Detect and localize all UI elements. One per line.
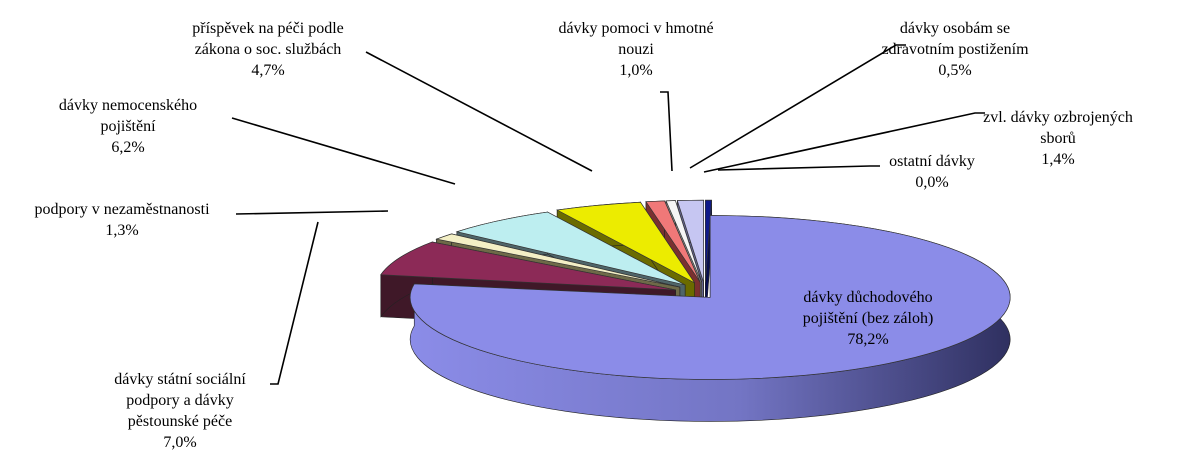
slice-label-line: dávky důchodového (803, 289, 932, 306)
leader-line (231, 117, 456, 185)
slice-label-line: pěstounské péče (128, 413, 232, 430)
pie-slice (645, 200, 701, 283)
leader-line (235, 210, 389, 215)
slice-label: dávky pomoci v hmotné nouzi 1,0% (558, 20, 713, 79)
leader-lines (231, 44, 985, 385)
pie-slice (676, 199, 704, 283)
slice-label: dávky nemocenského pojištění 6,2% (59, 97, 197, 156)
slice-label: dávky státní sociální podpory a dávky pěst… (114, 371, 246, 451)
slice-label-line: podpory a dávky (126, 392, 234, 409)
pie-slice (435, 233, 680, 288)
slice-label-line: pojištění (bez záloh) (803, 310, 934, 327)
slice-label: ostatní dávky 0,0% (889, 153, 975, 191)
slice-value: 4,7% (251, 62, 284, 79)
pie-slice (455, 211, 686, 286)
slice-labels: dávky důchodového pojištění (bez záloh) 78… (34, 20, 1132, 451)
slice-value: 0,5% (938, 62, 971, 79)
slice-label-line: ostatní dávky (889, 153, 975, 170)
slice-label-line: podpory v nezaměstnanosti (34, 201, 210, 218)
leader-line (270, 221, 319, 385)
slice-label-line: nouzi (618, 41, 654, 58)
pie-slice (409, 215, 1011, 380)
slice-value: 78,2% (847, 331, 888, 348)
slice-label-line: sborů (1040, 130, 1076, 147)
leader-line (689, 44, 906, 169)
slice-value: 6,2% (111, 139, 144, 156)
slice-value: 1,0% (619, 62, 652, 79)
slice-value: 1,4% (1041, 151, 1074, 168)
slice-label-line: zvl. dávky ozbrojených (983, 109, 1133, 126)
slice-label: dávky osobám se zdravotním postižením 0,5% (881, 20, 1029, 79)
leader-line (703, 112, 985, 173)
slice-label: zvl. dávky ozbrojených sborů 1,4% (983, 109, 1133, 168)
pie-slice (665, 200, 703, 283)
slice-value: 7,0% (163, 434, 196, 451)
slice-label: podpory v nezaměstnanosti 1,3% (34, 201, 210, 239)
slice-label-line: dávky osobám se (900, 20, 1010, 37)
slice-label: dávky důchodového pojištění (bez záloh) 78… (803, 289, 934, 348)
slice-label-line: zdravotním postižením (881, 41, 1029, 58)
slice-label: příspěvek na péči podle zákona o soc. slu… (192, 20, 344, 79)
slice-value: 0,0% (915, 174, 948, 191)
slice-label-line: dávky pomoci v hmotné (558, 20, 713, 37)
slice-label-line: příspěvek na péči podle (192, 20, 344, 37)
slice-value: 1,3% (105, 222, 138, 239)
slice-label-line: zákona o soc. službách (195, 41, 342, 58)
slice-label-line: dávky nemocenského (59, 97, 197, 114)
leader-line (660, 91, 673, 172)
pie-slice (556, 201, 695, 284)
slice-label-line: pojištění (100, 118, 156, 135)
pie-slice (380, 241, 676, 291)
leader-line (365, 51, 593, 172)
slice-label-line: dávky státní sociální (114, 371, 246, 388)
leader-line (717, 165, 880, 171)
slice-tops (380, 199, 1011, 380)
